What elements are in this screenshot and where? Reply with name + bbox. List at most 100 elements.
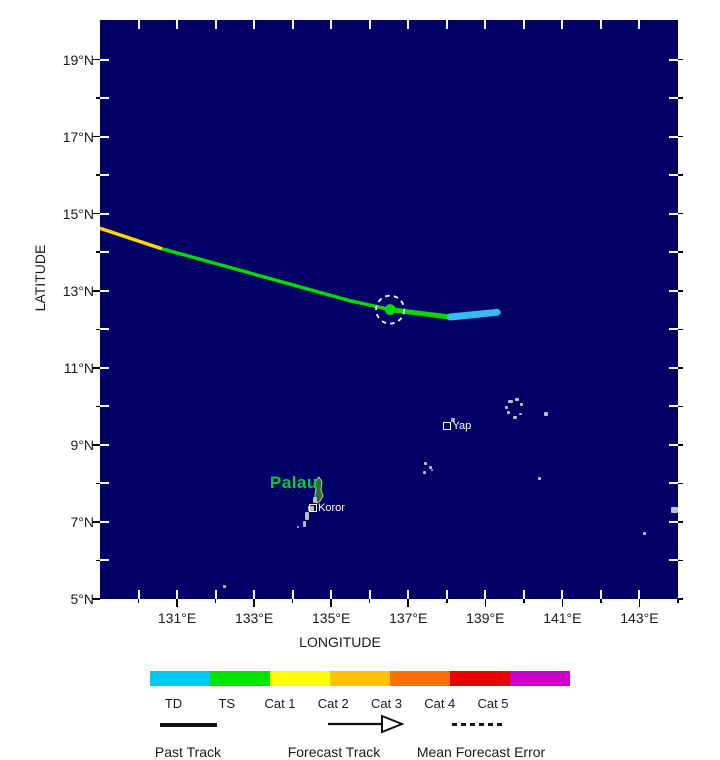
island <box>544 412 548 416</box>
map-tick <box>561 20 564 29</box>
lon-tick-label: 143°E <box>620 610 659 626</box>
map-tick <box>669 366 678 369</box>
axis-tick <box>600 599 602 603</box>
island-babeldaob <box>314 476 324 504</box>
axis-tick <box>446 599 448 603</box>
marker-koror <box>308 503 317 512</box>
lon-tick-label: 141°E <box>543 610 582 626</box>
axis-tick <box>678 405 683 408</box>
legend-forecast-track-label: Forecast Track <box>287 744 381 760</box>
axis-tick <box>291 599 294 603</box>
axis-tick <box>92 58 100 61</box>
mean-forecast-error-dash-symbol <box>452 723 506 726</box>
axis-tick <box>96 328 100 331</box>
lat-tick-label: 9°N <box>70 436 95 453</box>
place-label-yap: Yap <box>452 419 472 432</box>
axis-tick <box>92 598 100 600</box>
map-tick <box>407 590 410 599</box>
map-tick <box>100 520 109 523</box>
map-tick <box>669 482 678 485</box>
past-track-ts <box>161 247 391 312</box>
map-tick <box>100 482 109 485</box>
island <box>505 406 508 409</box>
map-tick <box>669 212 678 215</box>
axis-tick <box>176 599 178 607</box>
island <box>297 526 299 528</box>
map-tick <box>100 174 109 177</box>
map-tick <box>599 590 602 599</box>
x-axis-title: LONGITUDE <box>299 634 381 650</box>
colorbar-segment-cat-1 <box>270 671 330 686</box>
past-track-line-symbol <box>160 723 217 727</box>
island <box>451 418 455 422</box>
map-tick <box>484 590 487 599</box>
colorbar-segment-td <box>150 671 210 686</box>
lat-tick-label: 13°N <box>62 282 94 299</box>
storm-center-dashed-circle <box>375 294 406 325</box>
axis-tick <box>678 521 683 523</box>
map-tick <box>368 20 371 29</box>
axis-tick <box>96 405 100 408</box>
axis-tick <box>96 251 100 253</box>
axis-tick <box>638 599 641 607</box>
map-tick <box>669 289 678 292</box>
map-tick <box>445 20 448 29</box>
map-tick <box>100 212 109 215</box>
map-tick <box>522 20 525 29</box>
axis-tick <box>92 290 100 292</box>
map-tick <box>669 443 678 446</box>
map-tick <box>100 405 109 408</box>
axis-tick <box>407 599 409 607</box>
axis-tick <box>678 212 683 215</box>
axis-tick <box>678 598 683 600</box>
legend-category-label: TS <box>218 696 236 711</box>
island <box>303 521 306 527</box>
axis-tick <box>678 444 683 446</box>
axis-tick <box>92 212 100 215</box>
island <box>305 512 309 520</box>
axis-tick <box>561 599 564 607</box>
colorbar-segment-cat-5 <box>510 671 570 686</box>
lat-tick-label: 7°N <box>70 513 95 530</box>
forecast-track-td <box>446 308 501 321</box>
map-tick <box>368 590 371 599</box>
map-tick <box>100 328 109 331</box>
map-tick <box>330 20 333 29</box>
axis-tick <box>96 559 100 562</box>
map-tick <box>291 590 294 599</box>
map-tick <box>484 20 487 29</box>
axis-tick <box>96 174 100 176</box>
axis-tick <box>677 599 679 603</box>
lon-tick-label: 131°E <box>157 610 197 626</box>
map-tick <box>407 20 410 29</box>
map-tick <box>137 590 140 599</box>
map-tick <box>176 20 179 29</box>
lat-tick-label: 5°N <box>70 591 95 607</box>
island <box>223 585 226 588</box>
island <box>431 469 433 471</box>
map-tick <box>100 58 109 61</box>
map-tick <box>291 20 294 29</box>
map-tick <box>100 289 109 292</box>
legend-past-track-label: Past Track <box>154 744 222 760</box>
island <box>538 477 541 480</box>
map-tick <box>100 135 109 138</box>
map-tick <box>669 328 678 331</box>
map-tick <box>100 366 109 369</box>
legend-category-label: TD <box>164 696 183 711</box>
axis-tick <box>678 328 683 331</box>
lon-tick-label: 133°E <box>234 610 274 626</box>
forecast-track-arrow-icon <box>328 714 404 734</box>
colorbar-segment-cat-3 <box>390 671 450 686</box>
lat-tick-label: 11°N <box>63 359 94 376</box>
map-tick <box>669 520 678 523</box>
map-tick <box>522 590 525 599</box>
axis-tick <box>92 135 100 138</box>
island <box>313 497 317 503</box>
axis-tick <box>678 174 683 176</box>
island <box>507 411 510 414</box>
axis-tick <box>678 367 683 369</box>
legend-category-label: Cat 2 <box>317 696 349 711</box>
axis-tick <box>678 559 683 562</box>
axis-tick <box>330 599 332 607</box>
